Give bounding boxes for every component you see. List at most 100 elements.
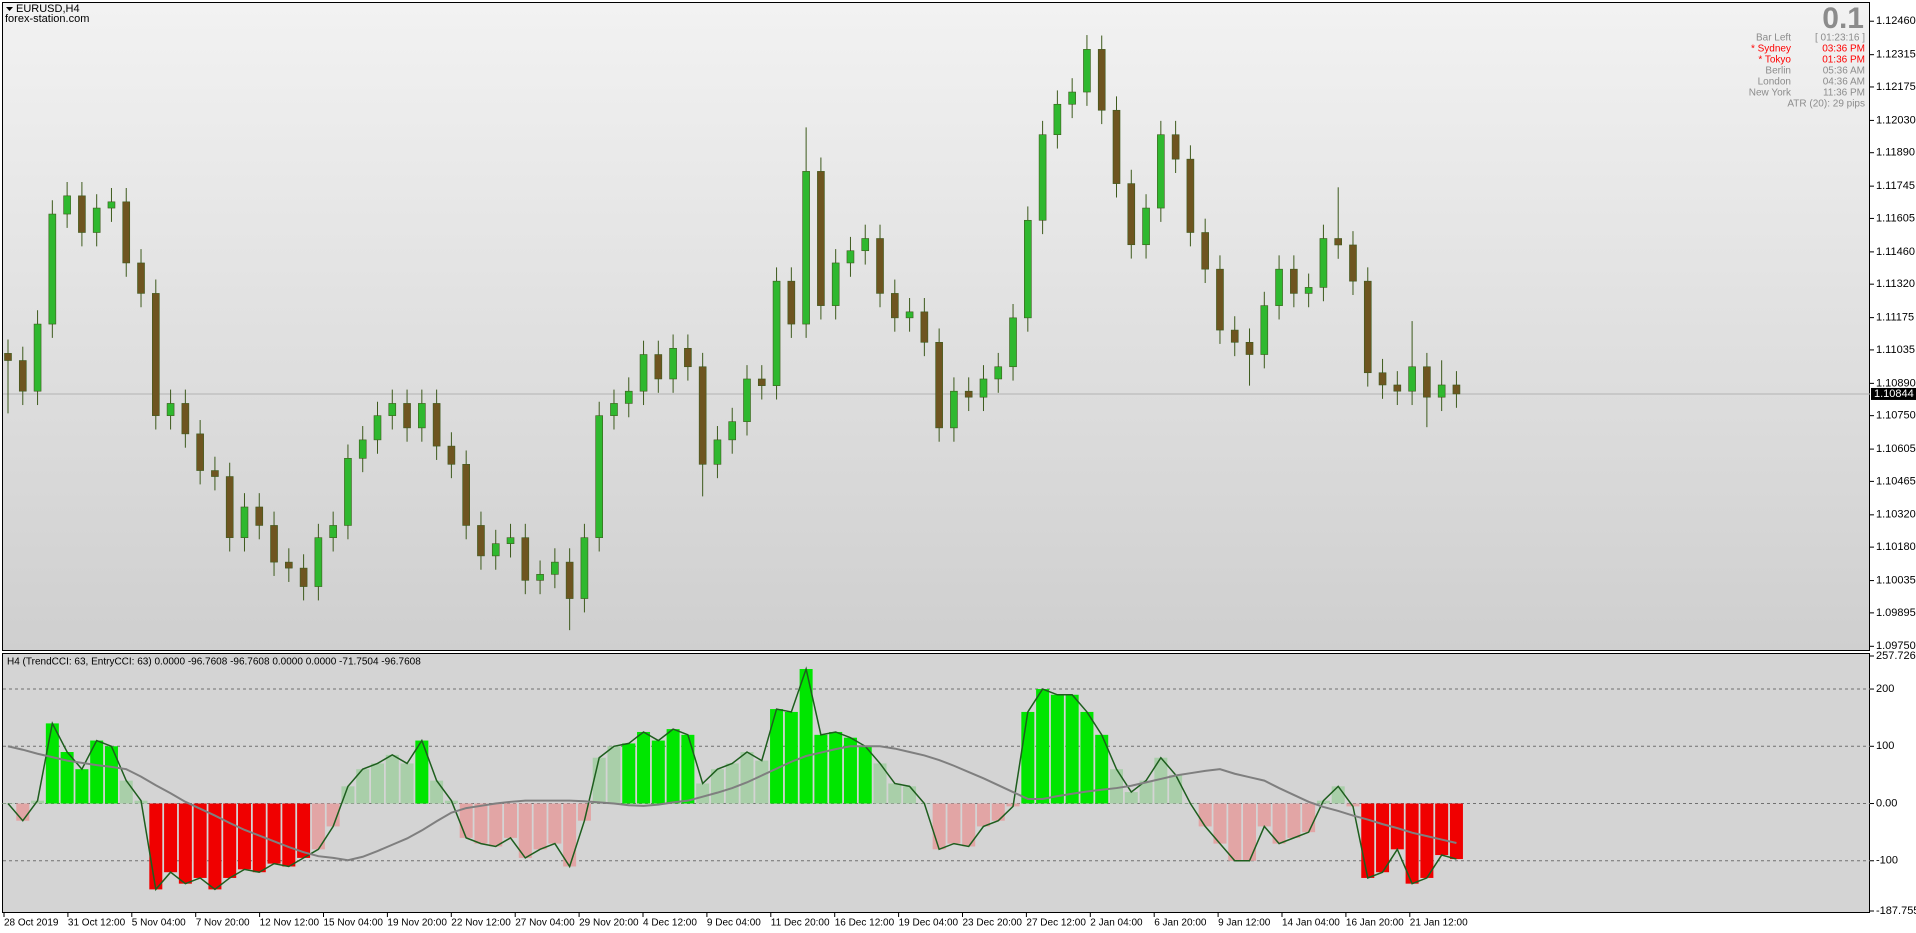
candle-body [1009,317,1017,368]
cci-bar [784,711,798,804]
info-time: 04:36 AM [1823,77,1865,88]
y-tick-label: 1.10890 [1876,377,1916,389]
candle-body [861,238,870,252]
cci-bar [1287,803,1301,838]
candle-body [743,378,751,422]
cci-bar [16,803,30,821]
candle-body [890,293,899,319]
candle-body [639,354,648,392]
candle-body [107,201,116,209]
candle-body [1038,134,1047,221]
candle-body [1304,287,1313,294]
x-tick-label: 14 Jan 04:00 [1282,918,1340,929]
cci-bar [504,803,518,838]
candle-body [521,537,530,581]
candle-body [1437,384,1446,398]
candle-body [285,561,293,569]
y-tick-label: 1.11320 [1876,278,1915,290]
candle-body [432,403,441,447]
cci-bar [637,731,651,804]
candle-body [1024,219,1032,319]
cci-bar [1198,803,1212,827]
cci-bar [430,780,444,804]
info-label: * Tokyo [1758,55,1791,66]
cci-bar [1390,803,1404,850]
candle-body [255,506,264,526]
x-tick-label: 2 Jan 04:00 [1090,918,1143,929]
x-tick-label: 9 Dec 04:00 [707,918,761,929]
cci-bar [740,752,754,804]
y-tick-label: 257.7267 [1876,650,1916,662]
info-time: 11:36 PM [1823,88,1865,99]
candle-body [1112,109,1121,184]
candle-body [240,506,249,538]
cci-bar [45,723,59,804]
candle-body [1393,384,1402,392]
symbol-menu-icon[interactable] [6,7,13,11]
candle-body [787,280,796,325]
candle-body [994,366,1003,380]
cci-bar [843,737,857,804]
info-atr: ATR (20): 29 pips [1787,99,1865,110]
cci-bar [1302,803,1316,833]
candle-body [63,195,71,215]
cci-bar [31,800,45,804]
candle-body [817,171,825,306]
cci-bar [607,746,621,804]
candle-body [1127,183,1136,246]
y-tick-label: 1.11035 [1876,344,1915,356]
candle-body [447,445,456,465]
candle-body [181,403,190,435]
cci-bar [252,803,266,873]
y-tick-label: 200 [1876,683,1894,695]
candle-body [1275,268,1283,306]
cci-bar [1050,694,1064,804]
x-tick-label: 27 Nov 04:00 [515,918,575,929]
x-tick-label: 27 Dec 12:00 [1026,918,1086,929]
cci-bar [622,743,636,804]
cci-bar [563,803,577,867]
candle-body [314,537,323,587]
x-tick-label: 12 Nov 12:00 [260,918,320,929]
y-tick-label: 1.12175 [1876,81,1916,93]
symbol-label: EURUSD,H4 [16,3,80,15]
info-label: New York [1749,88,1792,99]
y-tick-label: 1.11175 [1876,312,1914,324]
candle-body [1171,134,1180,160]
info-time: 05:36 AM [1823,66,1865,77]
candle-body [1053,103,1062,136]
cci-bar [1139,780,1153,804]
y-tick-label: 1.11890 [1876,147,1915,159]
y-tick-label: 1.11460 [1876,246,1915,258]
candle-body [1097,49,1106,111]
cci-bar [947,803,961,844]
y-tick-label: 0.00 [1876,797,1897,809]
indicator-pane [2,653,1870,913]
candle-body [1408,366,1416,392]
candle-body [1452,384,1461,395]
price-pane [2,2,1870,651]
cci-bar [1213,803,1227,844]
site-label: forex-station.com [5,13,89,25]
candle-body [1083,49,1091,93]
cci-bar [651,740,665,804]
cci-bar [710,769,724,804]
candle-body [152,293,160,416]
x-tick-label: 15 Nov 04:00 [324,918,384,929]
candle-body [935,342,943,429]
candle-body [1363,280,1372,374]
cci-bar [1449,803,1463,860]
candle-body [270,525,278,563]
cci-bar [75,769,89,804]
x-tick-label: 11 Dec 20:00 [771,918,830,929]
cci-bar [311,803,325,850]
candle-body [462,464,470,526]
cci-bar [1228,803,1242,861]
cci-bar [1095,734,1109,804]
candle-body [477,525,485,557]
y-tick-label: -100 [1876,855,1898,867]
cci-bar [1257,803,1271,827]
candle-body [1186,158,1195,233]
cci-bar [666,729,680,804]
